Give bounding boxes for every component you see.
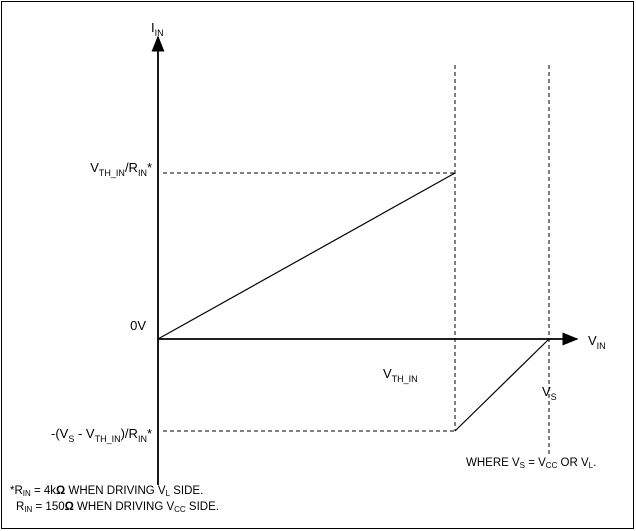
x-axis-label: VIN <box>588 333 606 351</box>
tick-label-bottom: -(VS - VTH_IN)/RIN* <box>51 426 152 444</box>
y-axis-label: IIN <box>151 20 164 38</box>
tick-label-zero: 0V <box>130 318 146 333</box>
dashed-guides <box>163 65 550 455</box>
curve-falling-segment <box>454 338 550 432</box>
where-note: WHERE VS = VCC OR VL. <box>466 457 597 470</box>
footnote-line-1: *RIN = 4kΩ WHEN DRIVING VL SIDE. <box>10 485 204 498</box>
footnote-line-2: RIN = 150Ω WHEN DRIVING VCC SIDE. <box>16 501 219 514</box>
tick-label-top: VTH_IN/RIN* <box>90 160 152 178</box>
curve-rising-segment <box>157 172 456 340</box>
vs-label: VS <box>542 384 557 402</box>
vth-label: VTH_IN <box>383 366 418 384</box>
